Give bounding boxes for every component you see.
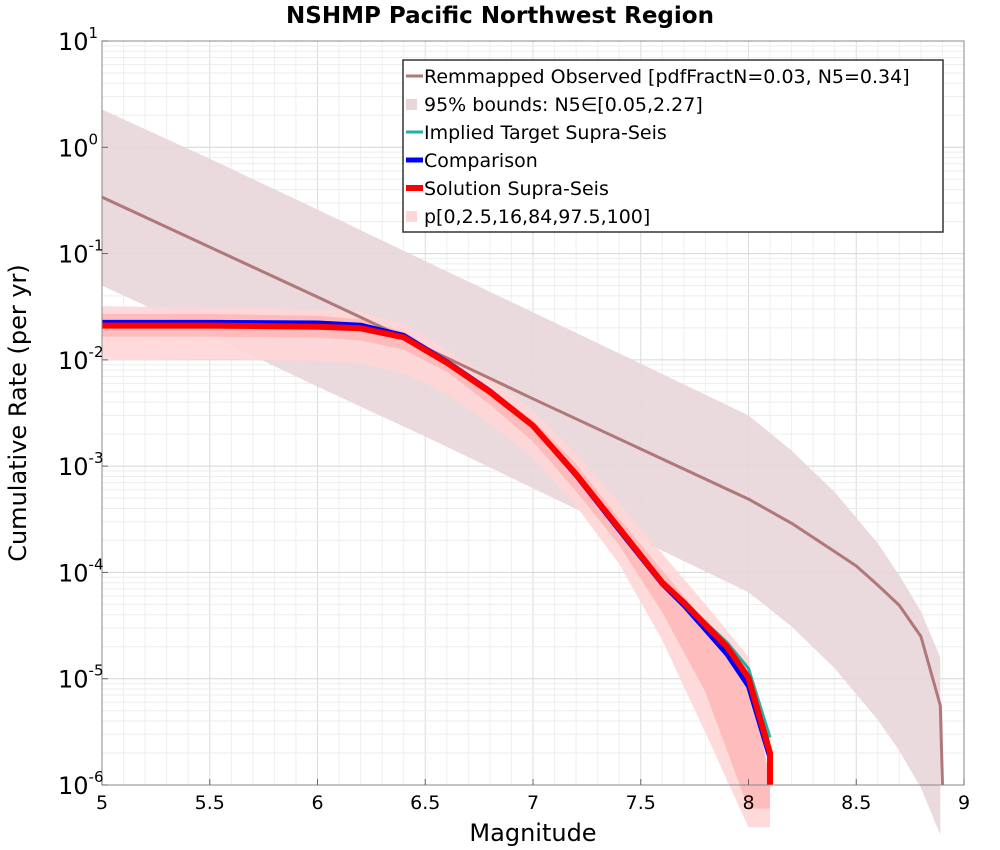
x-tick-label: 6: [311, 792, 323, 814]
x-tick-label: 5: [96, 792, 108, 814]
legend-label: 95% bounds: N5∈[0.05,2.27]: [424, 94, 703, 116]
x-tick-label: 6.5: [410, 792, 440, 814]
series-lines: [101, 195, 944, 786]
y-tick-label: 10-1: [58, 237, 104, 269]
legend-label: p[0,2.5,16,84,97.5,100]: [424, 206, 650, 228]
x-axis-label: Magnitude: [469, 819, 596, 847]
series-line-3: [102, 322, 773, 785]
legend: Remmapped Observed [pdfFractN=0.03, N5=0…: [402, 59, 944, 233]
series-line-0: [101, 195, 944, 786]
x-tick-label: 7: [527, 792, 539, 814]
legend-swatch: [406, 99, 417, 110]
x-tick-label: 5.5: [195, 792, 225, 814]
x-tick-label: 7.5: [626, 792, 656, 814]
legend-label: Comparison: [424, 150, 538, 172]
y-tick-label: 100: [58, 130, 98, 162]
legend-label: Implied Target Supra-Seis: [424, 122, 667, 144]
y-tick-label: 10-5: [58, 662, 104, 694]
x-tick-label: 8: [742, 792, 754, 814]
bands: [102, 109, 941, 835]
legend-label: Solution Supra-Seis: [424, 178, 609, 200]
y-tick-label: 101: [58, 24, 98, 56]
x-tick-label: 8.5: [841, 792, 871, 814]
legend-label: Remmapped Observed [pdfFractN=0.03, N5=0…: [424, 66, 910, 88]
y-tick-label: 10-4: [58, 555, 104, 587]
legend-box: [402, 59, 944, 233]
band-0: [102, 109, 941, 835]
y-tick-label: 10-6: [58, 768, 104, 800]
y-tick-label: 10-3: [58, 449, 104, 481]
legend-swatch: [406, 211, 417, 222]
y-axis-ticks: 101 100 10-1 10-2 10-3 10-4 10-5 10-6: [58, 24, 108, 800]
y-axis-label: Cumulative Rate (per yr): [4, 264, 32, 562]
x-tick-label: 9: [958, 792, 970, 814]
x-axis-ticks: 5 5.5 6 6.5 7 7.5 8 8.5 9: [96, 779, 970, 814]
chart-title: NSHMP Pacific Northwest Region: [286, 3, 714, 29]
y-tick-label: 10-2: [58, 343, 104, 375]
band-2: [102, 314, 770, 809]
